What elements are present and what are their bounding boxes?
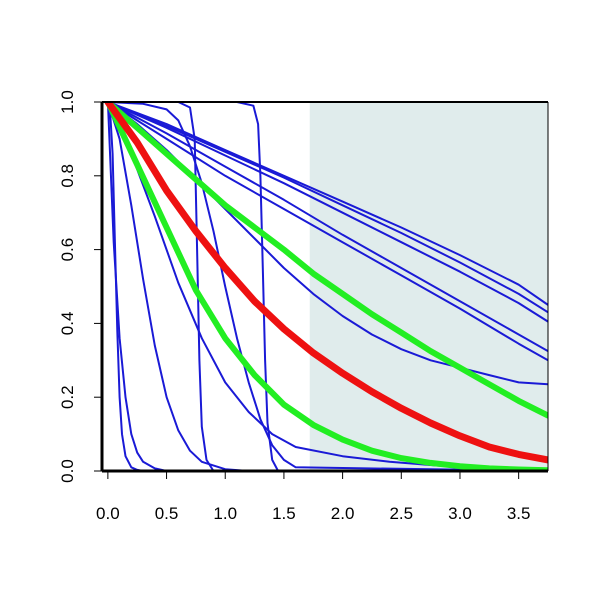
x-tick-label: 3.5 <box>507 504 531 523</box>
x-tick-label: 0.5 <box>155 504 179 523</box>
blue-curve-6 <box>106 102 548 471</box>
blue-curve-9 <box>106 102 548 362</box>
x-axis: 0.0 0.5 1.0 1.5 2.0 2.5 3.0 3.5 <box>96 471 530 523</box>
red-curve-16 <box>104 102 548 464</box>
x-tick-label: 1.5 <box>272 504 296 523</box>
green-curve-14 <box>104 102 548 419</box>
y-tick-label: 1.0 <box>58 90 77 114</box>
green-curve-15 <box>104 102 548 471</box>
blue-curve-10 <box>106 102 548 353</box>
y-tick-label: 0.8 <box>58 164 77 188</box>
y-axis: 0.0 0.2 0.4 0.6 0.8 1.0 <box>58 90 102 483</box>
blue-curve-7 <box>106 102 548 471</box>
y-tick-label: 0.6 <box>58 238 77 262</box>
plot-area <box>100 101 549 473</box>
x-tick-label: 1.0 <box>213 504 237 523</box>
x-tick-label: 2.0 <box>331 504 355 523</box>
blue-curve-12 <box>106 102 548 314</box>
x-tick-label: 3.0 <box>448 504 472 523</box>
y-tick-label: 0.4 <box>58 312 77 336</box>
y-tick-label: 0.2 <box>58 385 77 409</box>
series-layer <box>104 102 548 471</box>
shaded-region <box>309 102 548 471</box>
blue-curve-11 <box>106 102 548 323</box>
blue-curve-13 <box>106 102 548 306</box>
x-tick-label: 2.5 <box>389 504 413 523</box>
y-tick-label: 0.0 <box>58 459 77 483</box>
blue-curve-5 <box>106 102 548 471</box>
x-tick-label: 0.0 <box>96 504 120 523</box>
